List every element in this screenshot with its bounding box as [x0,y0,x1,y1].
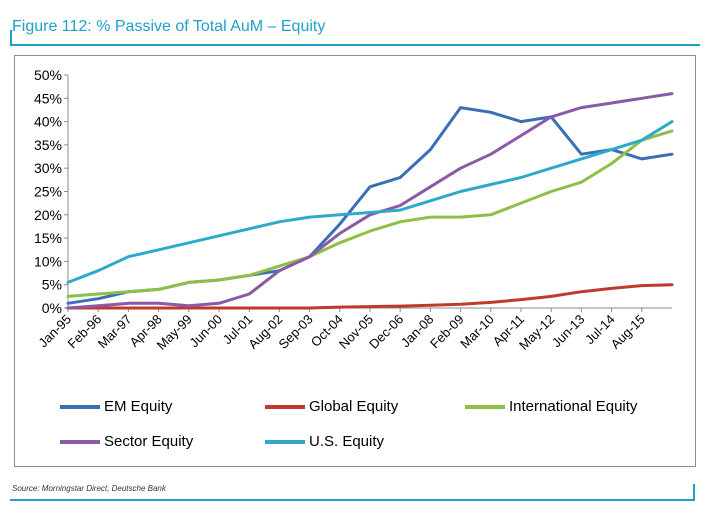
legend-swatch-global-equity [265,404,305,409]
y-tick-label: 0% [42,300,62,316]
chart-frame [14,55,696,467]
legend-label-global-equity: Global Equity [309,398,399,415]
x-tick-label: Dec-06 [366,312,406,352]
series-line-international-equity [66,129,674,298]
legend-label-us-equity: U.S. Equity [309,433,385,450]
legend-swatch-international-equity [465,404,505,409]
x-axis: Jan-95Feb-96Mar-97Apr-98May-99Jun-00Jul-… [35,307,672,353]
legend-item-us-equity: U.S. Equity [265,433,384,450]
x-tick-label: Sep-03 [275,312,315,352]
y-tick-label: 10% [34,253,62,269]
y-tick-label: 35% [34,137,62,153]
legend-label-em-equity: EM Equity [104,398,173,415]
series-group [66,92,674,310]
series-line-sector-equity [66,92,674,310]
x-tick-label: Jun-00 [186,312,225,351]
y-tick-label: 40% [34,114,62,130]
x-tick-label: Mar-97 [95,312,135,352]
series-line-em-equity [66,106,674,305]
figure-title: Figure 112: % Passive of Total AuM – Equ… [12,18,326,35]
x-tick-label: Mar-10 [457,312,497,352]
y-tick-label: 25% [34,184,62,200]
legend-label-international-equity: International Equity [509,398,638,415]
y-tick-label: 30% [34,160,62,176]
x-tick-label: Aug-15 [608,312,648,352]
y-tick-label: 15% [34,230,62,246]
x-tick-label: Jun-13 [549,312,588,351]
legend-swatch-sector-equity [60,439,100,444]
bottom-rule [10,499,695,501]
legend-item-sector-equity: Sector Equity [60,433,193,450]
y-tick-label: 5% [42,277,62,293]
y-tick-label: 50% [34,67,62,83]
source-note: Source: Morningstar Direct, Deutsche Ban… [12,484,166,493]
legend-item-global-equity: Global Equity [265,398,398,415]
legend-swatch-em-equity [60,404,100,409]
y-tick-label: 45% [34,90,62,106]
title-rule-accent [10,30,12,45]
legend-label-sector-equity: Sector Equity [104,433,194,450]
y-tick-label: 20% [34,207,62,223]
title-rule [10,44,700,46]
legend-item-international-equity: International Equity [465,398,637,415]
series-line-global-equity [66,283,674,310]
bottom-rule-accent [693,484,695,500]
legend-item-em-equity: EM Equity [60,398,172,415]
y-axis: 0% 5% 10% 15% 20% 25% 30% 35% 40% 45% 50% [34,67,69,316]
series-line-u-s-equity [66,120,674,284]
legend-swatch-us-equity [265,439,305,444]
